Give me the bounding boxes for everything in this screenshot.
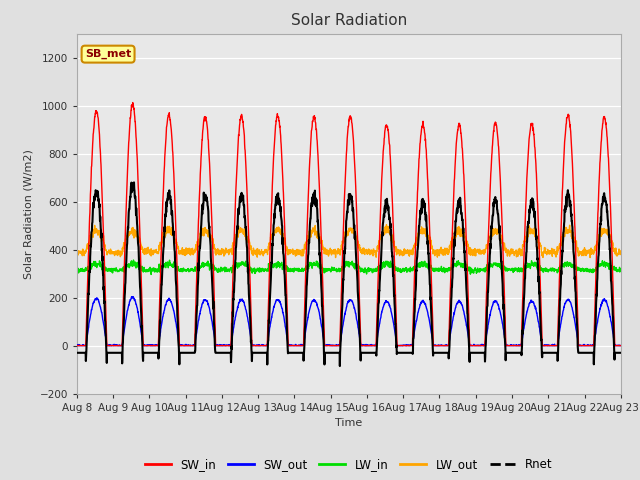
Y-axis label: Solar Radiation (W/m2): Solar Radiation (W/m2) — [24, 149, 34, 278]
LW_out — [376, 233, 384, 239]
Line: SW_in: SW_in — [77, 103, 621, 346]
SW_in — [365, 343, 372, 348]
SW_in — [376, 208, 384, 214]
LW_out — [584, 247, 592, 253]
Rnet — [130, 180, 138, 185]
Rnet — [570, 239, 577, 244]
Rnet — [508, 350, 515, 356]
SW_out — [73, 342, 81, 348]
Line: LW_in: LW_in — [77, 260, 621, 275]
Rnet — [73, 350, 81, 356]
SW_out — [617, 343, 625, 348]
Rnet — [336, 363, 344, 369]
SW_out — [570, 310, 577, 315]
LW_in — [73, 267, 81, 273]
LW_out — [365, 246, 372, 252]
Rnet — [365, 350, 372, 356]
LW_out — [570, 235, 577, 241]
LW_in — [130, 257, 138, 263]
Text: SB_met: SB_met — [85, 49, 131, 59]
Rnet — [225, 350, 232, 356]
Line: LW_out: LW_out — [77, 225, 621, 258]
LW_in — [508, 267, 515, 273]
LW_in — [225, 267, 233, 273]
Line: SW_out: SW_out — [77, 297, 621, 346]
SW_in — [73, 343, 81, 348]
SW_in — [129, 100, 136, 106]
SW_out — [508, 342, 515, 348]
SW_out — [129, 294, 137, 300]
Rnet — [584, 350, 592, 356]
Title: Solar Radiation: Solar Radiation — [291, 13, 407, 28]
LW_out — [617, 249, 625, 254]
Line: Rnet: Rnet — [77, 182, 621, 366]
SW_out — [225, 343, 233, 348]
SW_in — [617, 343, 625, 348]
SW_in — [584, 343, 592, 348]
SW_out — [584, 343, 592, 348]
LW_out — [332, 255, 339, 261]
LW_in — [365, 265, 372, 271]
Rnet — [617, 350, 625, 356]
Rnet — [377, 262, 385, 267]
LW_in — [377, 266, 385, 272]
LW_out — [383, 222, 390, 228]
LW_in — [584, 266, 592, 272]
LW_out — [225, 247, 232, 252]
LW_in — [147, 272, 155, 277]
X-axis label: Time: Time — [335, 418, 362, 428]
LW_out — [508, 246, 515, 252]
LW_out — [73, 251, 81, 257]
SW_in — [507, 343, 515, 348]
SW_in — [225, 343, 232, 348]
SW_out — [377, 315, 385, 321]
SW_out — [74, 343, 81, 348]
LW_in — [570, 263, 577, 269]
Legend: SW_in, SW_out, LW_in, LW_out, Rnet: SW_in, SW_out, LW_in, LW_out, Rnet — [140, 454, 557, 476]
SW_in — [569, 172, 577, 178]
SW_out — [365, 342, 372, 348]
LW_in — [617, 266, 625, 272]
